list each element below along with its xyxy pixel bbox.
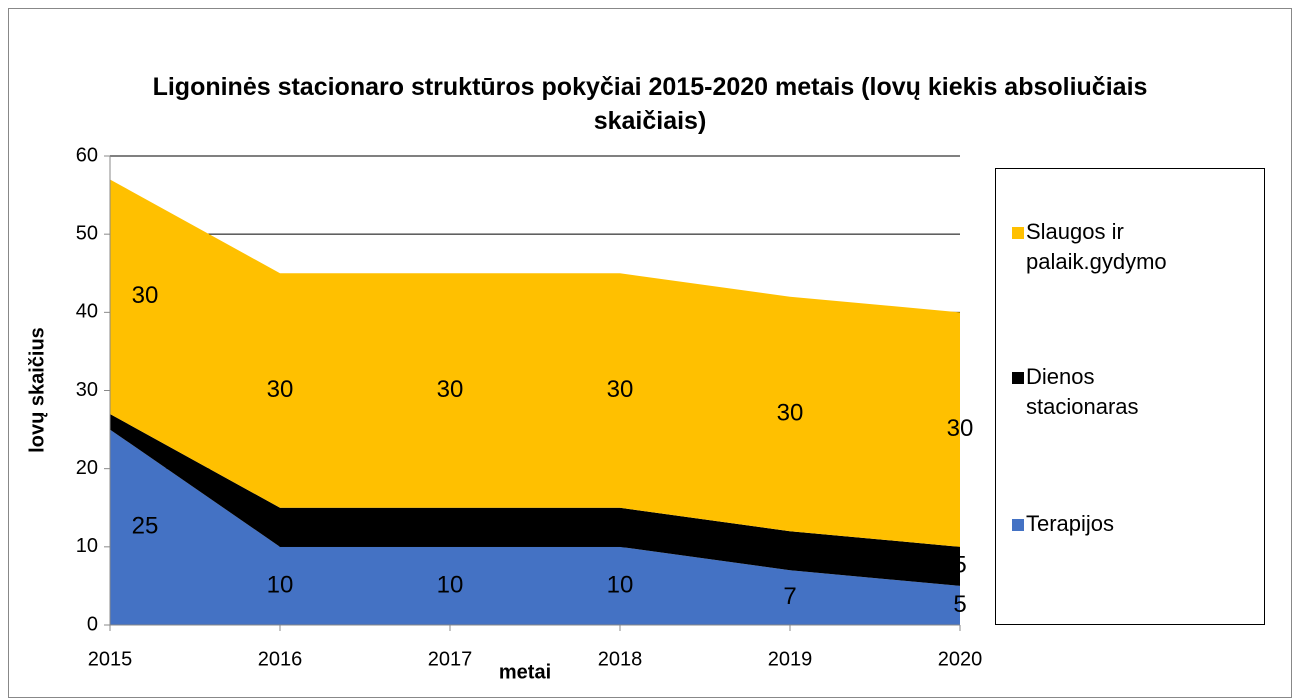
legend-swatch [1012, 227, 1024, 239]
legend-label: Slaugos ir palaik.gydymo [1026, 219, 1167, 274]
legend-item: Terapijos [1012, 509, 1211, 539]
legend-label: Terapijos [1026, 511, 1115, 536]
x-tick-label: 2016 [258, 648, 303, 670]
data-label: 5 [443, 513, 456, 540]
x-tick-label: 2018 [598, 648, 643, 670]
y-tick-label: 10 [76, 535, 98, 557]
y-axis-title: lovų skaičius [26, 327, 48, 453]
data-label: 10 [267, 571, 294, 598]
x-tick-label: 2017 [428, 648, 473, 670]
y-tick-label: 40 [76, 301, 98, 323]
area [110, 179, 960, 547]
x-tick-label: 2019 [768, 648, 813, 670]
data-label: 5 [613, 513, 626, 540]
data-label: 30 [437, 376, 464, 403]
legend-swatch [1012, 372, 1024, 384]
area [110, 413, 960, 586]
y-tick-label: 60 [76, 144, 98, 166]
legend: Slaugos ir palaik.gydymo Dienos stacionar… [995, 168, 1265, 625]
data-label: 30 [607, 376, 634, 403]
chart-title: Ligoninės stacionaro struktūros pokyčiai… [152, 73, 1148, 135]
data-label: 5 [783, 536, 796, 563]
data-label: 5 [953, 552, 966, 579]
data-label: 7 [783, 583, 796, 610]
x-axis-title: metai [499, 661, 551, 683]
data-label: 30 [132, 282, 159, 309]
data-label: 5 [953, 591, 966, 618]
data-label: 30 [947, 415, 974, 442]
y-tick-label: 0 [87, 613, 98, 635]
data-label: 10 [607, 571, 634, 598]
y-tick-label: 20 [76, 457, 98, 479]
data-label: 10 [437, 571, 464, 598]
legend-swatch [1012, 519, 1024, 531]
data-label: 30 [777, 399, 804, 426]
area [110, 429, 960, 625]
x-tick-label: 2015 [88, 648, 133, 670]
legend-label: Dienos stacionaras [1026, 364, 1139, 419]
data-label: 5 [273, 513, 286, 540]
legend-item: Dienos stacionaras [1012, 362, 1211, 422]
data-label: 30 [267, 376, 294, 403]
x-tick-label: 2020 [938, 648, 983, 670]
y-tick-label: 30 [76, 379, 98, 401]
data-label: 25 [132, 513, 159, 540]
legend-item: Slaugos ir palaik.gydymo [1012, 217, 1211, 277]
y-tick-label: 50 [76, 222, 98, 244]
